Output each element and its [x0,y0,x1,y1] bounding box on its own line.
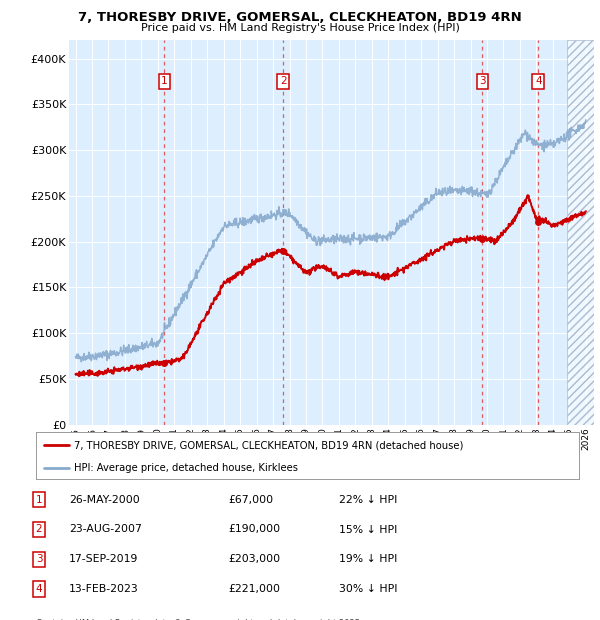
Text: Contains HM Land Registry data © Crown copyright and database right 2025.: Contains HM Land Registry data © Crown c… [36,619,362,620]
Text: £203,000: £203,000 [228,554,280,564]
Text: 7, THORESBY DRIVE, GOMERSAL, CLECKHEATON, BD19 4RN: 7, THORESBY DRIVE, GOMERSAL, CLECKHEATON… [78,11,522,24]
Text: 7, THORESBY DRIVE, GOMERSAL, CLECKHEATON, BD19 4RN (detached house): 7, THORESBY DRIVE, GOMERSAL, CLECKHEATON… [74,440,463,450]
Text: 13-FEB-2023: 13-FEB-2023 [69,584,139,594]
Text: 23-AUG-2007: 23-AUG-2007 [69,525,142,534]
Text: £190,000: £190,000 [228,525,280,534]
Text: 15% ↓ HPI: 15% ↓ HPI [339,525,397,534]
Text: 4: 4 [535,76,542,86]
Text: 19% ↓ HPI: 19% ↓ HPI [339,554,397,564]
Text: 3: 3 [479,76,486,86]
Text: 1: 1 [161,76,168,86]
Text: 30% ↓ HPI: 30% ↓ HPI [339,584,397,594]
Text: Price paid vs. HM Land Registry's House Price Index (HPI): Price paid vs. HM Land Registry's House … [140,23,460,33]
Text: 1: 1 [35,495,43,505]
Text: HPI: Average price, detached house, Kirklees: HPI: Average price, detached house, Kirk… [74,463,298,474]
Text: 17-SEP-2019: 17-SEP-2019 [69,554,139,564]
Text: 2: 2 [35,525,43,534]
Text: £221,000: £221,000 [228,584,280,594]
Text: 26-MAY-2000: 26-MAY-2000 [69,495,140,505]
Text: 2: 2 [280,76,287,86]
Text: 3: 3 [35,554,43,564]
Text: £67,000: £67,000 [228,495,273,505]
Text: 4: 4 [35,584,43,594]
Text: 22% ↓ HPI: 22% ↓ HPI [339,495,397,505]
